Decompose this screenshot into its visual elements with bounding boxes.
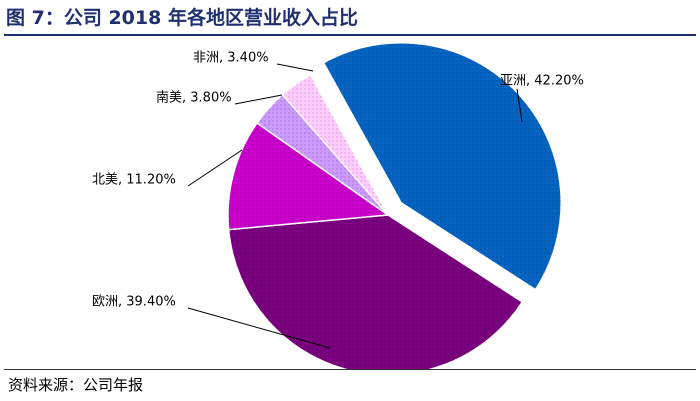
leader-line-4 xyxy=(234,94,283,105)
title-divider xyxy=(4,34,696,36)
data-label-3: 北美, 11.20% xyxy=(92,173,176,188)
chart-title: 图 7：公司 2018 年各地区营业收入占比 xyxy=(6,7,358,29)
data-label-5: 非洲, 3.40% xyxy=(193,51,269,66)
source-note: 资料来源：公司年报 xyxy=(8,376,144,394)
data-label-4: 南美, 3.80% xyxy=(156,90,232,106)
data-label-2: 欧洲, 39.40% xyxy=(92,295,176,310)
pie-slice-texture-4 xyxy=(257,94,388,215)
leader-line-3 xyxy=(187,149,243,187)
leader-lines xyxy=(187,63,523,349)
data-labels: 亚洲, 42.20% 欧洲, 39.40% 北美, 11.20% 南美, 3.80% 非… xyxy=(92,51,584,310)
pie-slice-texture-1 xyxy=(323,42,562,290)
data-label-1: 亚洲, 42.20% xyxy=(500,74,584,89)
leader-line-1 xyxy=(516,88,523,123)
leader-line-2 xyxy=(187,307,331,349)
source-divider xyxy=(4,369,696,370)
leader-line-5 xyxy=(276,63,314,72)
pie-chart: 亚洲, 42.20% 欧洲, 39.40% 北美, 11.20% 南美, 3.80% 非… xyxy=(92,41,584,370)
pie-slice-texture-5 xyxy=(282,75,388,215)
pie-slices xyxy=(227,41,562,370)
pie-slice-texture-2 xyxy=(228,215,523,370)
pie-slice-texture-3 xyxy=(228,123,388,230)
